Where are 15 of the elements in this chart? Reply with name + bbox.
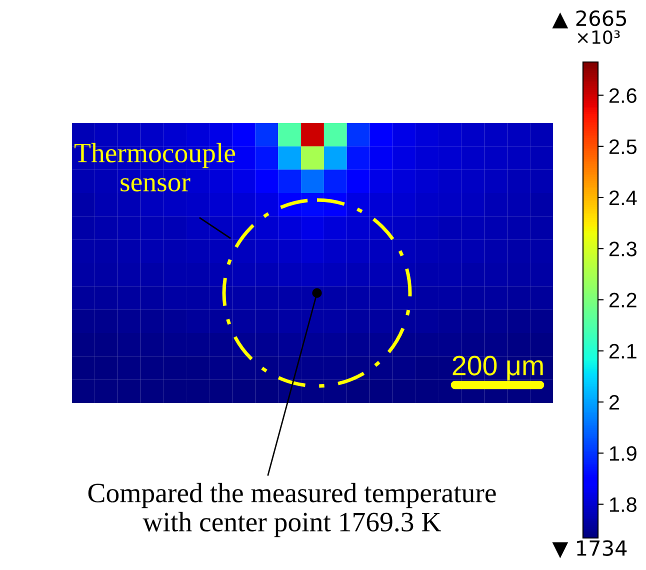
color-bar-label: 2.6 — [609, 88, 636, 103]
color-bar-label: 2.1 — [609, 344, 636, 358]
color-bar-label: 1.8 — [610, 497, 636, 512]
annotation: 200 μm — [452, 356, 543, 381]
color-bar-label: 2.4 — [609, 190, 637, 206]
text: ▼ 1734 — [552, 540, 627, 558]
annotation: Thermocouple sensor — [74, 142, 236, 192]
color-bar-label: 2.3 — [609, 242, 636, 256]
text: Compared the measured temperature with center point 1769.3 K — [88, 482, 496, 538]
color-bar-label: 1.9 — [610, 446, 636, 461]
color-bar-label: 2.5 — [609, 139, 637, 154]
color-bar-label: 2.2 — [609, 292, 636, 308]
color-bar-label: 2 — [609, 395, 619, 410]
text: ▲ 2665 — [552, 10, 626, 28]
text: ×10³ — [578, 30, 620, 44]
